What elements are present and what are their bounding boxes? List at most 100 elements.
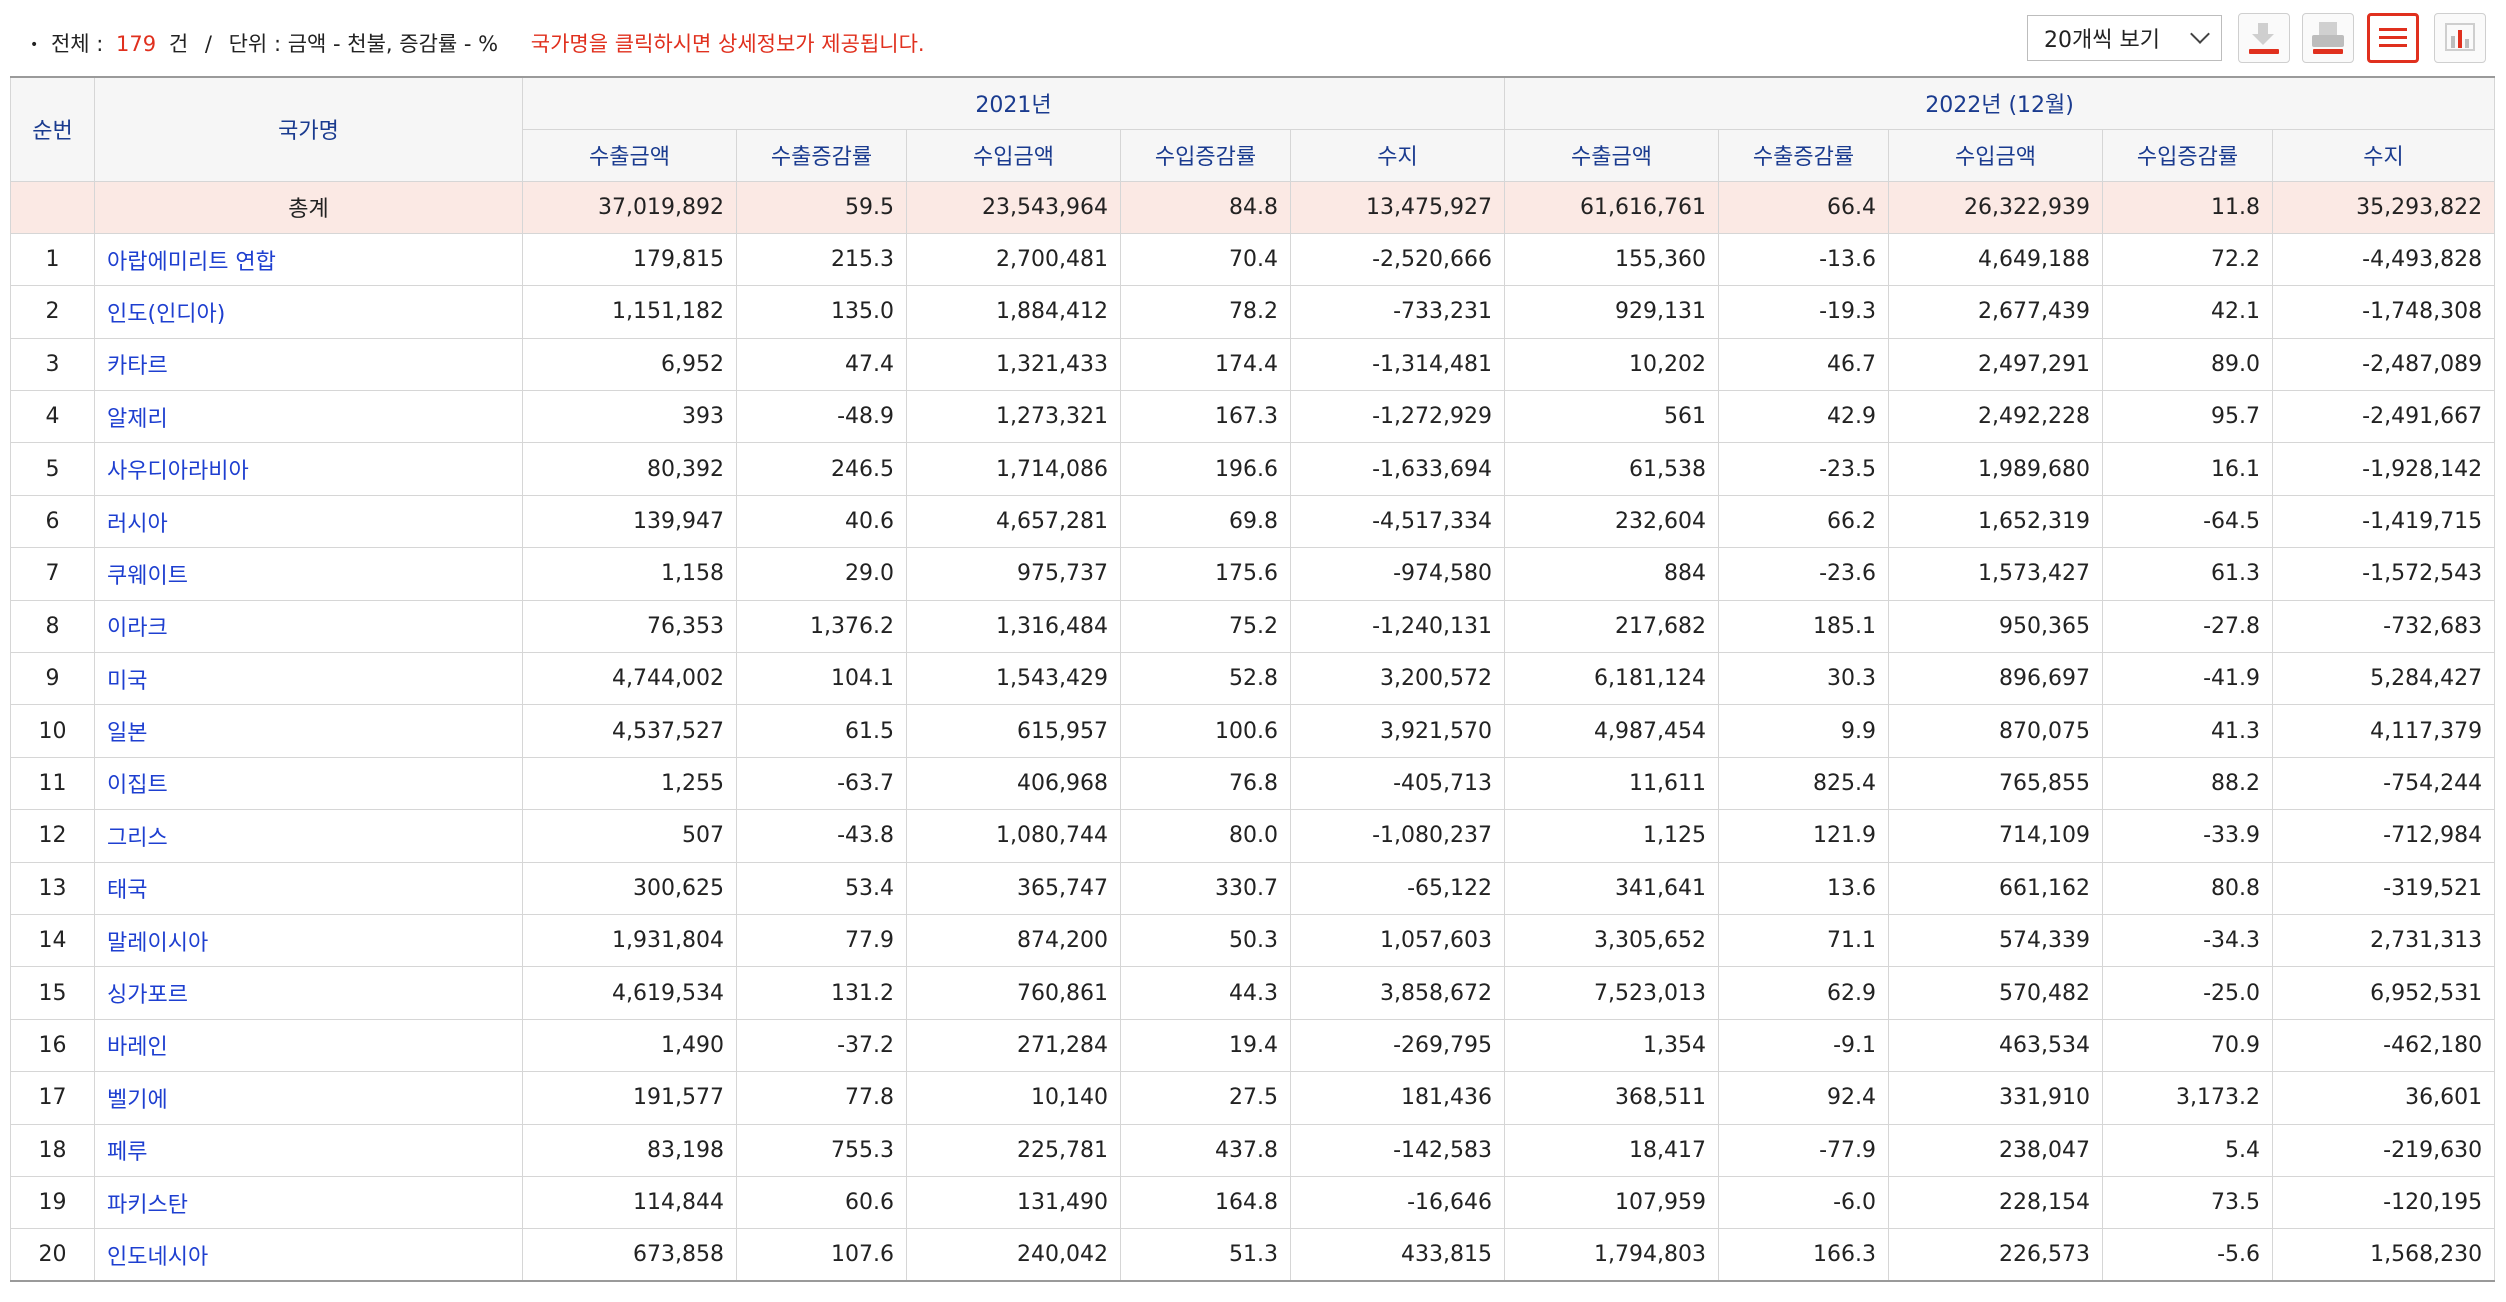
header-balance-2022: 수지 (2272, 128, 2496, 182)
table-row: 13 태국 300,625 53.4 365,747 330.7 -65,122 341,64… (10, 861, 2496, 915)
country-link[interactable]: 인도(인디아) (107, 301, 226, 327)
rank-cell: 10 (10, 704, 95, 758)
balance-cell: -219,630 (2272, 1123, 2496, 1177)
country-link[interactable]: 알제리 (107, 406, 168, 432)
export-growth-cell: 59.5 (736, 180, 907, 234)
country-link[interactable]: 파키스탄 (107, 1192, 188, 1218)
header-import-growth-2021: 수입증감률 (1120, 128, 1291, 182)
table-row: 20 인도네시아 673,858 107.6 240,042 51.3 433,815 1,7… (10, 1228, 2496, 1282)
country-link[interactable]: 벨기에 (107, 1087, 168, 1113)
balance-cell: -65,122 (1289, 861, 1506, 915)
country-link[interactable]: 러시아 (107, 511, 168, 537)
country-link[interactable]: 페루 (107, 1140, 148, 1166)
export-amount-cell: 61,538 (1504, 442, 1720, 496)
country-link[interactable]: 미국 (107, 668, 148, 694)
balance-cell: -1,240,131 (1289, 599, 1506, 654)
country-cell: 카타르 (94, 337, 523, 392)
export-amount-cell: 107,959 (1504, 1175, 1720, 1230)
export-amount-cell: 3,305,652 (1504, 913, 1720, 968)
table-row: 19 파키스탄 114,844 60.6 131,490 164.8 -16,646 107,… (10, 1175, 2496, 1230)
header-group-2021: 2021년 (521, 76, 1506, 130)
import-amount-cell: 1,884,412 (906, 285, 1121, 339)
balance-cell: -120,195 (2272, 1175, 2496, 1230)
import-growth-cell: 52.8 (1120, 652, 1291, 706)
export-amount-cell: 139,947 (522, 494, 737, 549)
export-growth-cell: 29.0 (736, 547, 907, 601)
header-import-growth-2022: 수입증감률 (2102, 128, 2274, 182)
import-growth-cell: 167.3 (1120, 390, 1291, 444)
separator: / (204, 32, 212, 56)
trade-table: 순번 국가명 2021년 2022년 (12월) 수출금액 수출증감률 수입금액 수입… (10, 76, 2496, 1283)
import-growth-cell: 5.4 (2102, 1123, 2274, 1177)
balance-cell: -732,683 (2272, 599, 2496, 654)
country-link[interactable]: 카타르 (107, 354, 168, 380)
export-amount-cell: 507 (522, 809, 737, 863)
country-link[interactable]: 바레인 (107, 1035, 168, 1061)
balance-cell: -1,080,237 (1289, 809, 1506, 863)
header-export-growth-2021: 수출증감률 (736, 128, 907, 182)
country-cell: 일본 (94, 704, 523, 758)
import-growth-cell: 196.6 (1120, 442, 1291, 496)
header-balance-2021: 수지 (1289, 128, 1506, 182)
total-label: 전체 (50, 32, 90, 56)
chart-view-button[interactable] (2434, 13, 2486, 63)
balance-cell: 1,057,603 (1289, 913, 1506, 968)
country-cell: 바레인 (94, 1018, 523, 1073)
country-link[interactable]: 사우디아라비아 (107, 459, 249, 485)
header-rank: 순번 (10, 76, 95, 182)
import-amount-cell: 975,737 (906, 547, 1121, 601)
rank-cell: 16 (10, 1018, 95, 1073)
colon: : (96, 32, 104, 56)
export-amount-cell: 4,537,527 (522, 704, 737, 758)
country-link[interactable]: 말레이시아 (107, 930, 209, 956)
unit-label: 단위 (228, 32, 268, 56)
country-cell: 러시아 (94, 494, 523, 549)
country-link[interactable]: 이라크 (107, 616, 168, 642)
country-cell: 싱가포르 (94, 966, 523, 1020)
balance-cell: 3,200,572 (1289, 652, 1506, 706)
country-link[interactable]: 태국 (107, 878, 148, 904)
download-button[interactable] (2238, 13, 2290, 63)
export-amount-cell: 341,641 (1504, 861, 1720, 915)
balance-cell: 5,284,427 (2272, 652, 2496, 706)
balance-cell: 13,475,927 (1289, 180, 1506, 234)
table-row: 7 쿠웨이트 1,158 29.0 975,737 175.6 -974,580 884 -23… (10, 547, 2496, 601)
import-growth-cell: 95.7 (2102, 390, 2274, 444)
export-growth-cell: -13.6 (1718, 232, 1890, 287)
export-amount-cell: 10,202 (1504, 337, 1720, 392)
balance-cell: -712,984 (2272, 809, 2496, 863)
country-link[interactable]: 그리스 (107, 825, 168, 851)
list-view-button[interactable] (2367, 13, 2419, 63)
import-amount-cell: 714,109 (1888, 809, 2104, 863)
country-link[interactable]: 쿠웨이트 (107, 563, 188, 589)
balance-cell: 2,731,313 (2272, 913, 2496, 968)
export-growth-cell: 135.0 (736, 285, 907, 339)
export-amount-cell: 18,417 (1504, 1123, 1720, 1177)
import-amount-cell: 225,781 (906, 1123, 1121, 1177)
export-growth-cell: 66.2 (1718, 494, 1890, 549)
balance-cell: 6,952,531 (2272, 966, 2496, 1020)
balance-cell: -1,928,142 (2272, 442, 2496, 496)
balance-cell: -754,244 (2272, 756, 2496, 811)
import-amount-cell: 1,316,484 (906, 599, 1121, 654)
table-row: 11 이집트 1,255 -63.7 406,968 76.8 -405,713 11,611… (10, 756, 2496, 811)
country-link[interactable]: 싱가포르 (107, 983, 188, 1009)
country-link[interactable]: 인도네시아 (107, 1244, 209, 1270)
import-growth-cell: 69.8 (1120, 494, 1291, 549)
balance-cell: 433,815 (1289, 1228, 1506, 1282)
print-button[interactable] (2302, 13, 2354, 63)
country-link[interactable]: 아랍에미리트 연합 (107, 249, 276, 275)
rank-cell: 12 (10, 809, 95, 863)
import-amount-cell: 661,162 (1888, 861, 2104, 915)
import-amount-cell: 1,080,744 (906, 809, 1121, 863)
balance-cell: -974,580 (1289, 547, 1506, 601)
import-growth-cell: 80.8 (2102, 861, 2274, 915)
page-size-select[interactable]: 20개씩 보기 (2027, 15, 2222, 61)
export-amount-cell: 191,577 (522, 1071, 737, 1125)
country-cell: 이라크 (94, 599, 523, 654)
country-link[interactable]: 일본 (107, 721, 148, 747)
export-amount-cell: 884 (1504, 547, 1720, 601)
export-growth-cell: 46.7 (1718, 337, 1890, 392)
country-cell: 쿠웨이트 (94, 547, 523, 601)
country-link[interactable]: 이집트 (107, 773, 168, 799)
